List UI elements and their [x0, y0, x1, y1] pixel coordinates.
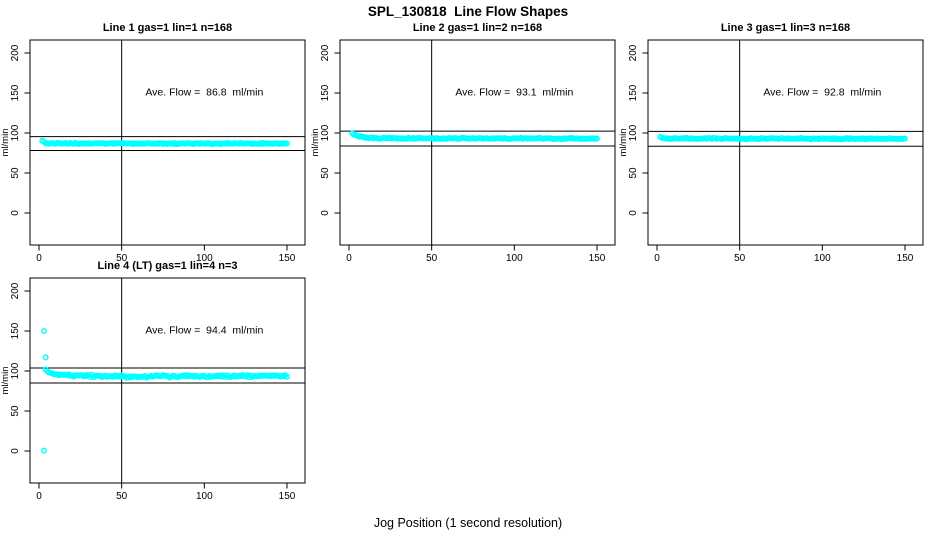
y-tick-label: 0	[10, 448, 21, 454]
y-tick-label: 50	[10, 167, 21, 179]
y-axis-label: ml/min	[0, 129, 11, 157]
y-tick-label: 100	[10, 362, 21, 379]
ave-flow-annotation: Ave. Flow = 86.8 ml/min	[145, 86, 263, 98]
data-point	[42, 354, 49, 361]
data-point	[284, 140, 291, 147]
x-tick-label: 50	[426, 253, 438, 264]
y-tick-label: 200	[10, 44, 21, 61]
y-tick-label: 150	[628, 84, 639, 101]
y-axis-label: ml/min	[0, 367, 11, 395]
y-tick-label: 100	[10, 124, 21, 141]
plot-frame	[339, 39, 616, 246]
x-tick-label: 100	[506, 253, 523, 264]
y-tick-label: 100	[320, 124, 331, 141]
x-axis-label: Jog Position (1 second resolution)	[373, 516, 563, 530]
x-tick-label: 150	[279, 253, 296, 264]
y-tick-label: 150	[10, 322, 21, 339]
y-tick-label: 50	[320, 167, 331, 179]
x-tick-label: 50	[734, 253, 746, 264]
data-point	[41, 447, 48, 454]
plot-frame	[647, 39, 924, 246]
data-point	[284, 373, 291, 380]
ave-flow-annotation: Ave. Flow = 92.8 ml/min	[763, 86, 881, 98]
main-title: SPL_130818 Line Flow Shapes	[367, 4, 569, 19]
y-tick-label: 0	[320, 210, 331, 216]
x-tick-label: 0	[654, 253, 660, 264]
y-tick-label: 100	[628, 124, 639, 141]
panel-line-3-plot: Line 3 gas=1 lin=3 n=168 0 50 100 150 0 50 100 1…	[618, 22, 924, 264]
x-tick-label: 100	[196, 491, 213, 502]
x-tick-label: 150	[897, 253, 914, 264]
x-tick-label: 0	[36, 491, 42, 502]
panel-title: Line 3 gas=1 lin=3 n=168	[721, 22, 850, 34]
x-tick-label: 150	[279, 491, 296, 502]
panel-title: Line 2 gas=1 lin=2 n=168	[413, 22, 542, 34]
panel-title: Line 1 gas=1 lin=1 n=168	[103, 22, 232, 34]
y-tick-label: 150	[320, 84, 331, 101]
data-point	[594, 135, 601, 142]
x-tick-label: 50	[116, 491, 128, 502]
y-tick-label: 50	[628, 167, 639, 179]
y-tick-label: 0	[10, 210, 21, 216]
y-tick-label: 150	[10, 84, 21, 101]
y-tick-label: 50	[10, 405, 21, 417]
y-tick-label: 200	[628, 44, 639, 61]
panel-line-4-plot: Line 4 (LT) gas=1 lin=4 n=3 0 50 100 150 0 50 1…	[0, 260, 306, 502]
data-point	[41, 327, 48, 334]
x-tick-label: 0	[36, 253, 42, 264]
x-tick-label: 100	[814, 253, 831, 264]
x-tick-label: 100	[196, 253, 213, 264]
y-axis-label: ml/min	[618, 129, 629, 157]
plot-frame	[29, 39, 306, 246]
y-tick-label: 0	[628, 210, 639, 216]
panel-line-2-plot: Line 2 gas=1 lin=2 n=168 0 50 100 150 0 50 100 1…	[310, 22, 616, 264]
panel-title: Line 4 (LT) gas=1 lin=4 n=3	[97, 260, 237, 272]
y-tick-label: 200	[320, 44, 331, 61]
ave-flow-annotation: Ave. Flow = 93.1 ml/min	[455, 86, 573, 98]
x-tick-label: 150	[589, 253, 606, 264]
ave-flow-annotation: Ave. Flow = 94.4 ml/min	[145, 324, 263, 336]
data-point	[902, 135, 909, 142]
x-tick-label: 0	[346, 253, 352, 264]
x-tick-label: 50	[116, 253, 128, 264]
panel-line-1-plot: Line 1 gas=1 lin=1 n=168 0 50 100 150 0 50 100 1…	[0, 22, 306, 264]
y-tick-label: 200	[10, 282, 21, 299]
plot-frame	[29, 277, 306, 484]
y-axis-label: ml/min	[310, 129, 321, 157]
